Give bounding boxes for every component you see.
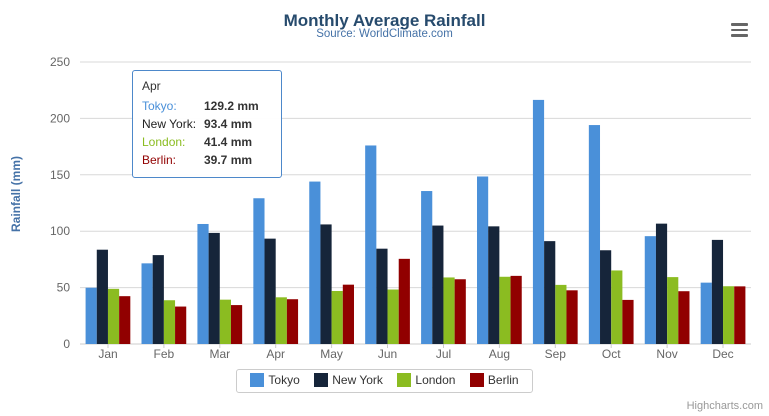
svg-text:Aug: Aug xyxy=(489,347,510,361)
svg-text:Sep: Sep xyxy=(545,347,567,361)
svg-text:Oct: Oct xyxy=(602,347,621,361)
svg-text:Dec: Dec xyxy=(712,347,733,361)
svg-text:Jul: Jul xyxy=(436,347,451,361)
svg-text:Nov: Nov xyxy=(656,347,677,361)
svg-text:200: 200 xyxy=(50,111,70,125)
svg-text:250: 250 xyxy=(50,55,70,69)
svg-text:Jun: Jun xyxy=(378,347,397,361)
svg-text:150: 150 xyxy=(50,168,70,182)
svg-text:May: May xyxy=(320,347,343,361)
svg-text:Feb: Feb xyxy=(154,347,175,361)
svg-text:0: 0 xyxy=(63,337,70,351)
svg-text:50: 50 xyxy=(57,281,71,295)
svg-text:Mar: Mar xyxy=(209,347,230,361)
svg-text:100: 100 xyxy=(50,224,70,238)
svg-text:Jan: Jan xyxy=(98,347,117,361)
svg-text:Apr: Apr xyxy=(266,347,285,361)
